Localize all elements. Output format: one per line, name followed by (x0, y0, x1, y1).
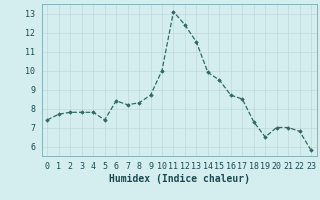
X-axis label: Humidex (Indice chaleur): Humidex (Indice chaleur) (109, 174, 250, 184)
